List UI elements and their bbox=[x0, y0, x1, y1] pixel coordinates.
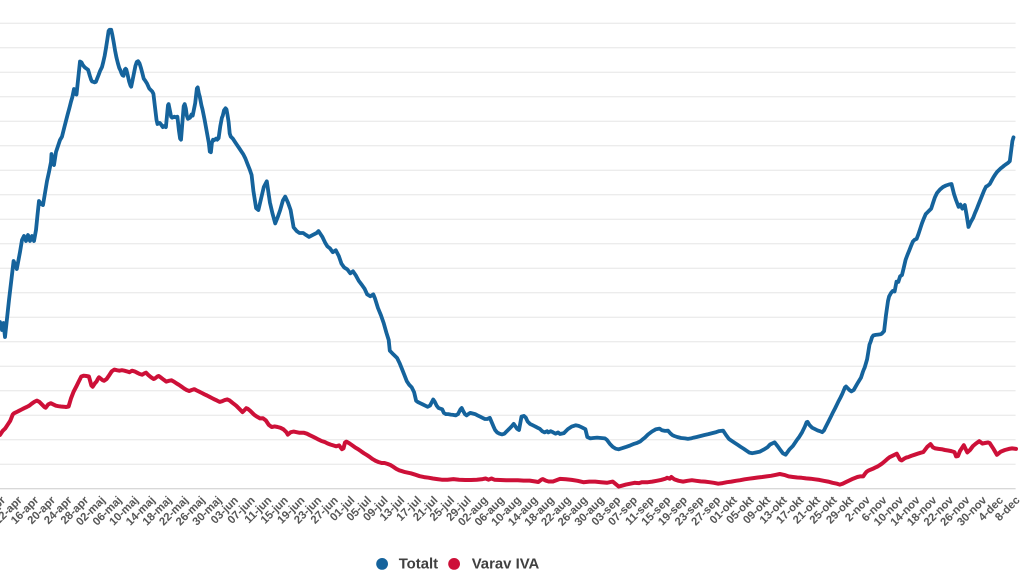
svg-text:Totalt: Totalt bbox=[399, 557, 438, 573]
svg-text:Varav IVA: Varav IVA bbox=[472, 557, 540, 573]
